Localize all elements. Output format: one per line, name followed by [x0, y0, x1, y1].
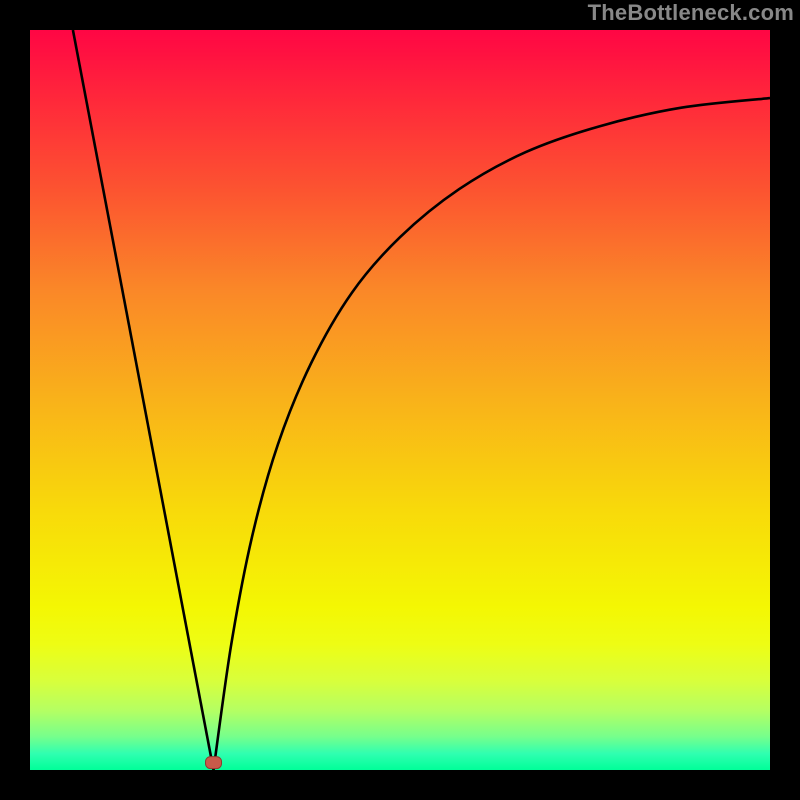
chart-svg: [0, 0, 800, 800]
image-root: TheBottleneck.com: [0, 0, 800, 800]
min-marker: [206, 757, 222, 769]
plot-background: [30, 30, 770, 770]
watermark-text: TheBottleneck.com: [588, 0, 794, 26]
